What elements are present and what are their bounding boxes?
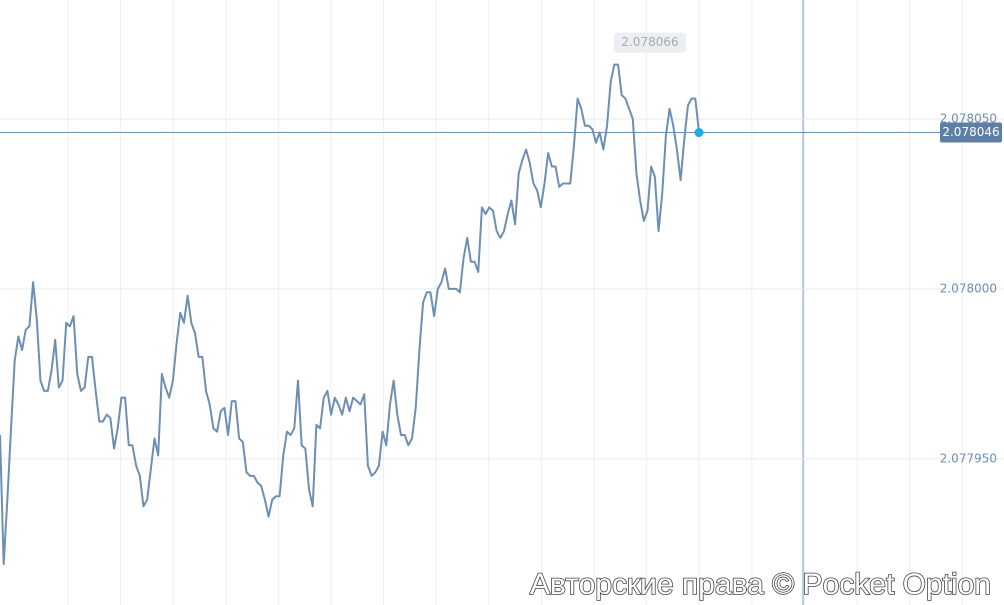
max-price-box	[614, 32, 686, 53]
current-price-label: 2.078046	[942, 125, 999, 139]
y-tick-label: 2.077950	[940, 451, 997, 465]
y-tick-label: 2.078050	[940, 111, 997, 125]
y-tick-label: 2.078000	[940, 281, 997, 295]
grid	[67, 0, 963, 605]
current-price-box	[940, 122, 1002, 143]
watermark: Авторские права © Pocket Option	[530, 568, 991, 601]
price-line	[0, 63, 700, 566]
current-point	[694, 128, 704, 138]
max-price-label: 2.078066	[621, 35, 678, 49]
